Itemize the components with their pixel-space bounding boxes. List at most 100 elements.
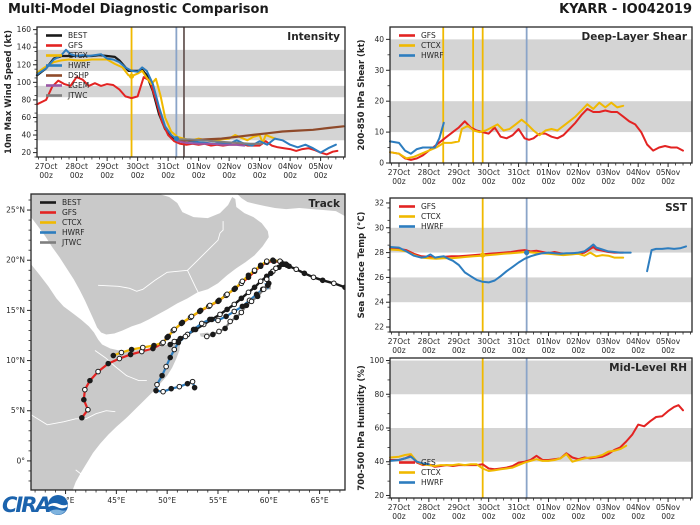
country-border (75, 469, 86, 478)
track-fix (118, 349, 125, 356)
svg-text:200-850 hPa Shear (kt): 200-850 hPa Shear (kt) (357, 39, 367, 150)
series-HWRF (389, 243, 632, 284)
track-fix (231, 308, 238, 315)
svg-text:40: 40 (21, 131, 31, 140)
svg-text:28Oct: 28Oct (418, 337, 441, 346)
page-title: Multi-Model Diagnostic Comparison (8, 2, 269, 17)
svg-text:HWRF: HWRF (68, 61, 91, 70)
track-fix (175, 339, 182, 346)
svg-text:02Nov: 02Nov (566, 337, 591, 346)
svg-text:00z: 00z (283, 171, 297, 180)
svg-text:00z: 00z (392, 512, 406, 521)
track-fix (165, 333, 171, 340)
track-fix (331, 280, 337, 287)
svg-text:00z: 00z (512, 177, 526, 186)
svg-text:LGEM: LGEM (68, 81, 89, 90)
track-fix (210, 331, 216, 338)
svg-text:02Nov: 02Nov (217, 162, 242, 171)
svg-text:00z: 00z (253, 171, 267, 180)
svg-text:29Oct: 29Oct (448, 503, 471, 512)
svg-text:03Nov: 03Nov (596, 168, 621, 177)
svg-text:00z: 00z (542, 177, 556, 186)
svg-text:60°E: 60°E (260, 496, 278, 505)
track-fix (191, 384, 198, 391)
track-fix (188, 313, 195, 320)
track-fix (207, 302, 213, 309)
svg-text:00z: 00z (452, 177, 466, 186)
svg-text:55°E: 55°E (209, 496, 227, 505)
series-CTCX (389, 444, 628, 472)
svg-text:28Oct: 28Oct (418, 168, 441, 177)
track-fix (301, 270, 308, 277)
svg-text:00z: 00z (392, 346, 406, 355)
country-border (187, 221, 224, 271)
mid-level-rh-panel: 27Oct00z28Oct00z29Oct00z30Oct00z31Oct00z… (357, 356, 693, 521)
storm-id: KYARR - IO042019 (559, 2, 692, 17)
svg-text:45°E: 45°E (107, 496, 125, 505)
svg-text:00z: 00z (572, 177, 586, 186)
svg-text:CTCX: CTCX (62, 218, 82, 227)
svg-text:120: 120 (17, 60, 32, 69)
track-fix (151, 342, 157, 349)
svg-text:GFS: GFS (68, 41, 83, 50)
svg-text:100: 100 (370, 356, 385, 365)
svg-text:160: 160 (17, 25, 32, 34)
track-fix (127, 351, 134, 358)
track-fix (257, 262, 264, 269)
track-fix (116, 355, 123, 362)
track-fix (105, 360, 112, 367)
track-fix (238, 309, 245, 316)
svg-text:JTWC: JTWC (61, 238, 81, 247)
track-fix (184, 380, 191, 387)
svg-text:32: 32 (374, 198, 384, 207)
svg-text:26: 26 (374, 273, 384, 282)
track-fix (110, 352, 117, 359)
svg-text:700-500 hPa Humidity (%): 700-500 hPa Humidity (%) (357, 365, 367, 491)
svg-text:00z: 00z (572, 512, 586, 521)
svg-text:01Nov: 01Nov (536, 337, 561, 346)
svg-text:29Oct: 29Oct (448, 168, 471, 177)
svg-text:28: 28 (374, 248, 384, 257)
svg-text:29Oct: 29Oct (96, 162, 119, 171)
series-CTCX (36, 58, 276, 144)
track-fix (153, 387, 159, 394)
track-fix (273, 265, 279, 272)
svg-text:31Oct: 31Oct (507, 337, 530, 346)
track-fix (176, 383, 183, 390)
series-GFS (389, 107, 684, 161)
svg-text:Track: Track (309, 198, 341, 210)
series-GFS (36, 76, 339, 156)
series-HWRF (36, 48, 337, 154)
svg-text:0°: 0° (16, 456, 25, 465)
svg-text:80: 80 (374, 390, 384, 399)
svg-text:04Nov: 04Nov (626, 168, 651, 177)
svg-text:31Oct: 31Oct (507, 503, 530, 512)
track-fix (163, 363, 169, 370)
track-fix (293, 266, 300, 273)
svg-text:00z: 00z (661, 346, 675, 355)
track-fix (319, 277, 326, 284)
globe-icon (46, 493, 70, 517)
land-polygon (237, 194, 345, 217)
track-fix (189, 378, 196, 385)
svg-text:00z: 00z (39, 171, 53, 180)
svg-text:GFS: GFS (421, 31, 436, 40)
svg-text:04Nov: 04Nov (278, 162, 303, 171)
sst-panel: 27Oct00z28Oct00z29Oct00z30Oct00z31Oct00z… (357, 197, 693, 355)
track-fix (216, 328, 222, 335)
svg-text:10m Max Wind Speed (kt): 10m Max Wind Speed (kt) (4, 30, 14, 154)
track-fix (265, 280, 272, 287)
intensity-panel: 27Oct00z28Oct00z29Oct00z30Oct00z31Oct00z… (4, 25, 346, 180)
track-fix (171, 346, 178, 353)
track-fix (223, 313, 229, 320)
svg-text:27Oct: 27Oct (388, 503, 411, 512)
svg-text:00z: 00z (661, 177, 675, 186)
svg-text:22: 22 (374, 323, 384, 332)
svg-text:Deep-Layer Shear: Deep-Layer Shear (581, 31, 687, 43)
svg-text:00z: 00z (631, 346, 645, 355)
svg-text:20°N: 20°N (6, 256, 25, 265)
svg-text:00z: 00z (512, 512, 526, 521)
svg-text:27Oct: 27Oct (35, 162, 58, 171)
track-fix (154, 381, 160, 388)
svg-text:00z: 00z (131, 171, 145, 180)
